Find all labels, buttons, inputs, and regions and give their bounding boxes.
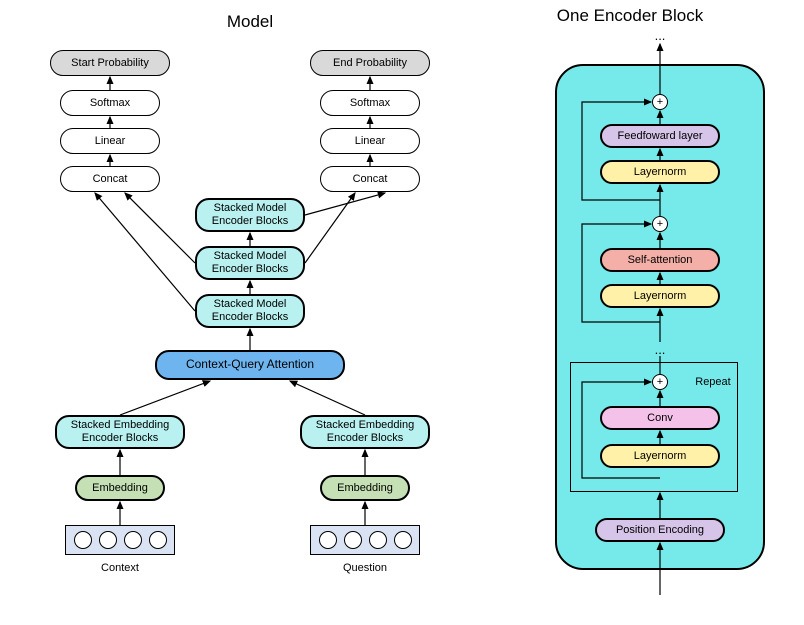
layernorm-2-node: Layernorm — [600, 284, 720, 308]
layernorm-1-node: Layernorm — [600, 160, 720, 184]
concat-right-node: Concat — [320, 166, 420, 192]
start-probability-node: Start Probability — [50, 50, 170, 76]
stacked-embed-right-node: Stacked Embedding Encoder Blocks — [300, 415, 430, 449]
ellipsis-top: ... — [650, 28, 670, 43]
context-tokens — [65, 525, 175, 555]
embedding-left-node: Embedding — [75, 475, 165, 501]
position-encoding-node: Position Encoding — [595, 518, 725, 542]
embedding-right-node: Embedding — [320, 475, 410, 501]
context-query-attention-node: Context-Query Attention — [155, 350, 345, 380]
concat-left-node: Concat — [60, 166, 160, 192]
stacked-model-3-node: Stacked Model Encoder Blocks — [195, 198, 305, 232]
token-circle — [74, 531, 92, 549]
token-circle — [369, 531, 387, 549]
feedforward-node: Feedfoward layer — [600, 124, 720, 148]
token-circle — [319, 531, 337, 549]
residual-add-2: + — [652, 216, 668, 232]
softmax-right-node: Softmax — [320, 90, 420, 116]
encoder-title-line1: One Encoder Block — [557, 6, 703, 25]
question-label: Question — [335, 562, 395, 574]
linear-right-node: Linear — [320, 128, 420, 154]
token-circle — [394, 531, 412, 549]
linear-left-node: Linear — [60, 128, 160, 154]
context-label: Context — [90, 562, 150, 574]
stacked-model-1-node: Stacked Model Encoder Blocks — [195, 294, 305, 328]
model-title: Model — [200, 12, 300, 32]
stacked-model-2-node: Stacked Model Encoder Blocks — [195, 246, 305, 280]
end-probability-node: End Probability — [310, 50, 430, 76]
self-attention-node: Self-attention — [600, 248, 720, 272]
token-circle — [99, 531, 117, 549]
question-tokens — [310, 525, 420, 555]
conv-node: Conv — [600, 406, 720, 430]
layernorm-3-node: Layernorm — [600, 444, 720, 468]
token-circle — [149, 531, 167, 549]
repeat-label: Repeat — [688, 376, 738, 388]
ellipsis-mid: ... — [650, 342, 670, 357]
stacked-embed-left-node: Stacked Embedding Encoder Blocks — [55, 415, 185, 449]
softmax-left-node: Softmax — [60, 90, 160, 116]
encoder-title: One Encoder Block — [540, 6, 720, 26]
token-circle — [124, 531, 142, 549]
residual-add-1: + — [652, 94, 668, 110]
token-circle — [344, 531, 362, 549]
